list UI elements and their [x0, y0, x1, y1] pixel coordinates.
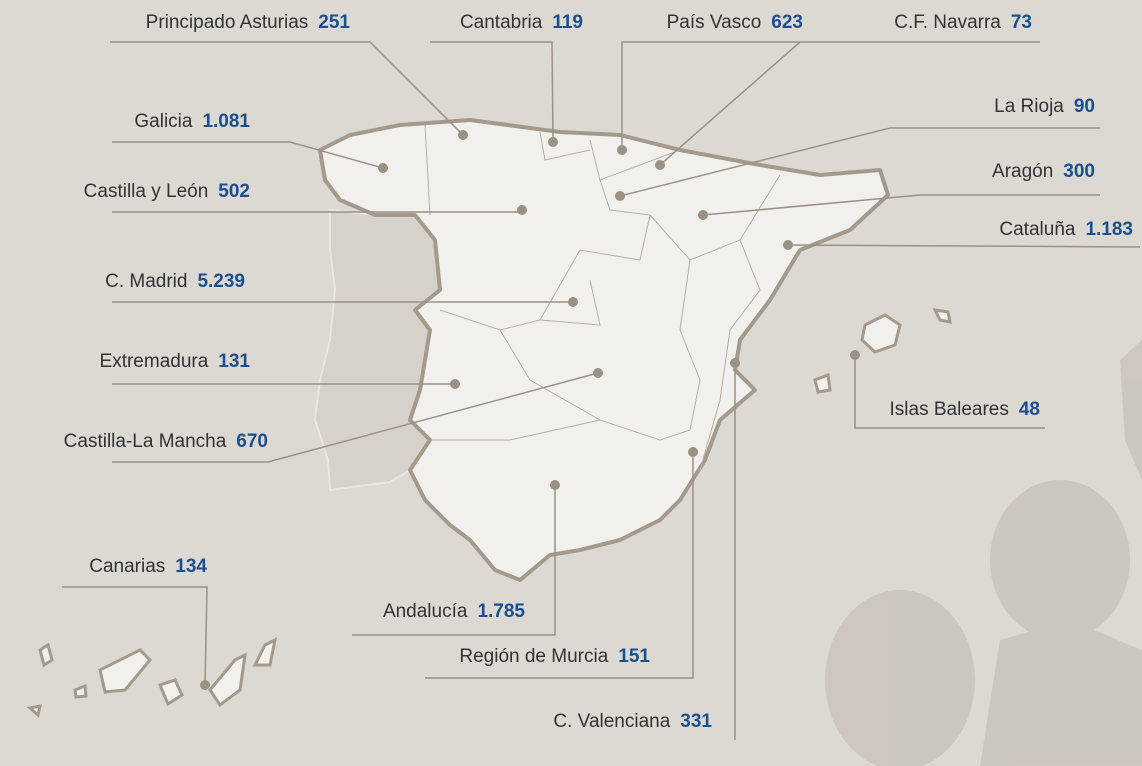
region-name: La Rioja — [994, 96, 1064, 117]
region-value: 300 — [1063, 161, 1095, 182]
region-value: 1.081 — [202, 111, 250, 132]
region-label: Cantabria 119 — [460, 12, 583, 33]
region-name: Región de Murcia — [459, 646, 608, 667]
region-name: C. Valenciana — [553, 711, 670, 732]
region-value: 251 — [318, 12, 350, 33]
region-name: Castilla y León — [84, 181, 209, 202]
figures — [825, 340, 1142, 766]
region-dot — [783, 240, 793, 250]
region-dot — [200, 680, 210, 690]
region-value: 502 — [218, 181, 250, 202]
region-value: 151 — [618, 646, 650, 667]
leader-line — [702, 194, 1100, 216]
leader-line — [430, 41, 554, 143]
region-name: Aragón — [992, 161, 1053, 182]
leader-line — [112, 372, 599, 463]
region-dot — [615, 191, 625, 201]
region-dot — [730, 358, 740, 368]
region-label: C. Valenciana 331 — [553, 711, 712, 732]
leader-line — [619, 127, 1100, 197]
region-label: Galicia 1.081 — [134, 111, 250, 132]
region-name: Canarias — [89, 556, 165, 577]
leader-line — [425, 452, 694, 679]
region-label: Cataluña 1.183 — [999, 219, 1133, 240]
region-dot — [378, 163, 388, 173]
spain — [318, 118, 890, 582]
region-name: Cantabria — [460, 12, 543, 33]
leader-line — [352, 485, 556, 636]
region-dot — [450, 379, 460, 389]
region-name: Islas Baleares — [890, 399, 1009, 420]
region-label: Canarias 134 — [89, 556, 207, 577]
region-value: 623 — [771, 12, 803, 33]
leader-line — [62, 586, 208, 686]
region-name: Extremadura — [100, 351, 209, 372]
leader-line — [112, 141, 384, 169]
region-dot — [698, 210, 708, 220]
region-value: 73 — [1011, 12, 1032, 33]
region-dot — [458, 130, 468, 140]
region-label: País Vasco 623 — [667, 12, 803, 33]
region-dot — [517, 205, 527, 215]
region-name: Andalucía — [383, 601, 468, 622]
labels: Principado Asturias 251 Cantabria 119 País V… — [62, 12, 1141, 740]
region-label: C.F. Navarra 73 — [894, 12, 1032, 33]
region-label: Islas Baleares 48 — [890, 399, 1040, 420]
leader-line — [787, 244, 1141, 248]
region-value: 134 — [175, 556, 207, 577]
region-dot — [568, 297, 578, 307]
region-name: C.F. Navarra — [894, 12, 1001, 33]
region-label: Aragón 300 — [992, 161, 1095, 182]
region-value: 1.183 — [1085, 219, 1133, 240]
region-value: 90 — [1074, 96, 1095, 117]
region-name: País Vasco — [667, 12, 762, 33]
region-dot — [655, 160, 665, 170]
region-label: La Rioja 90 — [994, 96, 1095, 117]
region-label: C. Madrid 5.239 — [105, 271, 245, 292]
region-value: 48 — [1019, 399, 1040, 420]
region-dot — [850, 350, 860, 360]
region-name: C. Madrid — [105, 271, 187, 292]
region-dot — [550, 480, 560, 490]
region-name: Castilla-La Mancha — [64, 431, 227, 452]
region-name: Principado Asturias — [146, 12, 309, 33]
region-dot — [593, 368, 603, 378]
region-value: 1.785 — [477, 601, 525, 622]
region-value: 331 — [680, 711, 712, 732]
leader-line — [854, 355, 1045, 429]
region-label: Principado Asturias 251 — [146, 12, 351, 33]
leader-line — [621, 41, 800, 150]
canarias — [26, 637, 278, 718]
region-dot — [617, 145, 627, 155]
internal-borders — [424, 124, 781, 471]
baleares — [813, 308, 952, 394]
portugal — [313, 208, 442, 492]
region-value: 131 — [218, 351, 250, 372]
region-dot — [688, 447, 698, 457]
region-label: Castilla-La Mancha 670 — [64, 431, 268, 452]
region-value: 670 — [236, 431, 268, 452]
region-label: Extremadura 131 — [100, 351, 251, 372]
region-name: Galicia — [134, 111, 193, 132]
region-value: 5.239 — [197, 271, 245, 292]
region-value: 119 — [552, 12, 583, 33]
leader-line — [659, 41, 1040, 166]
leader-line — [110, 41, 464, 136]
region-label: Castilla y León 502 — [84, 181, 250, 202]
region-label: Región de Murcia 151 — [459, 646, 650, 667]
region-label: Andalucía 1.785 — [383, 601, 525, 622]
region-dot — [548, 137, 558, 147]
region-name: Cataluña — [999, 219, 1075, 240]
